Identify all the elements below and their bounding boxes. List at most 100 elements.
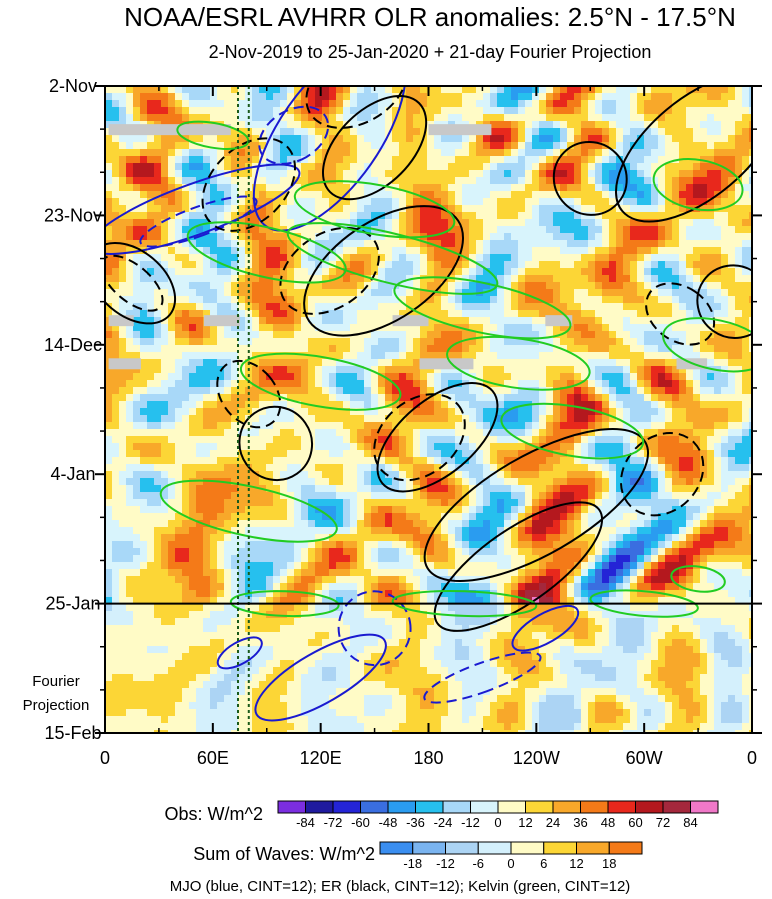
- heatmap-cell: [147, 401, 155, 409]
- heatmap-cell: [462, 268, 470, 276]
- heatmap-cell: [497, 373, 505, 381]
- heatmap-cell: [378, 436, 386, 444]
- heatmap-cell: [329, 436, 337, 444]
- heatmap-cell: [336, 114, 344, 122]
- heatmap-cell: [168, 254, 176, 262]
- heatmap-cell: [504, 282, 512, 290]
- heatmap-cell: [672, 93, 680, 101]
- heatmap-cell: [728, 352, 736, 360]
- heatmap-cell: [434, 303, 442, 311]
- heatmap-cell: [266, 317, 274, 325]
- heatmap-cell: [245, 219, 253, 227]
- heatmap-cell: [441, 212, 449, 220]
- heatmap-cell: [427, 338, 435, 346]
- heatmap-cell: [518, 240, 526, 248]
- heatmap-cell: [707, 261, 715, 269]
- heatmap-cell: [273, 296, 281, 304]
- heatmap-cell: [133, 380, 141, 388]
- heatmap-cell: [511, 331, 519, 339]
- heatmap-cell: [602, 254, 610, 262]
- heatmap-cell: [427, 317, 435, 325]
- heatmap-cell: [497, 457, 505, 465]
- heatmap-cell: [259, 282, 267, 290]
- heatmap-cell: [574, 163, 582, 171]
- heatmap-cell: [427, 303, 435, 311]
- heatmap-cell: [539, 142, 547, 150]
- heatmap-cell: [609, 436, 617, 444]
- heatmap-cell: [616, 191, 624, 199]
- heatmap-cell: [539, 254, 547, 262]
- heatmap-cell: [469, 401, 477, 409]
- heatmap-cell: [546, 422, 554, 430]
- heatmap-cell: [574, 205, 582, 213]
- heatmap-cell: [266, 219, 274, 227]
- heatmap-cell: [301, 212, 309, 220]
- heatmap-cell: [280, 233, 288, 241]
- heatmap-cell: [343, 352, 351, 360]
- heatmap-cell: [588, 128, 596, 136]
- heatmap-cell: [182, 226, 190, 234]
- heatmap-cell: [721, 177, 729, 185]
- heatmap-cell: [203, 156, 211, 164]
- heatmap-cell: [105, 212, 113, 220]
- heatmap-cell: [182, 457, 190, 465]
- heatmap-cell: [581, 212, 589, 220]
- heatmap-cell: [119, 247, 127, 255]
- heatmap-cell: [252, 443, 260, 451]
- heatmap-cell: [168, 359, 176, 367]
- heatmap-cell: [532, 331, 540, 339]
- heatmap-cell: [441, 296, 449, 304]
- heatmap-cell: [553, 394, 561, 402]
- heatmap-cell: [553, 177, 561, 185]
- heatmap-cell: [406, 268, 414, 276]
- heatmap-cell: [343, 415, 351, 423]
- heatmap-cell: [308, 324, 316, 332]
- heatmap-cell: [182, 163, 190, 171]
- heatmap-cell: [490, 338, 498, 346]
- heatmap-cell: [679, 114, 687, 122]
- heatmap-cell: [266, 408, 274, 416]
- heatmap-cell: [147, 338, 155, 346]
- heatmap-cell: [364, 303, 372, 311]
- heatmap-cell: [343, 422, 351, 430]
- heatmap-cell: [343, 163, 351, 171]
- heatmap-cell: [749, 247, 752, 255]
- heatmap-cell: [581, 261, 589, 269]
- heatmap-cell: [553, 345, 561, 353]
- heatmap-cell: [448, 205, 456, 213]
- heatmap-cell: [371, 184, 379, 192]
- heatmap-cell: [728, 226, 736, 234]
- heatmap-cell: [196, 373, 204, 381]
- heatmap-cell: [455, 100, 463, 108]
- heatmap-cell: [119, 177, 127, 185]
- heatmap-cell: [357, 205, 365, 213]
- heatmap-cell: [231, 415, 239, 423]
- heatmap-cell: [238, 247, 246, 255]
- heatmap-cell: [315, 156, 323, 164]
- heatmap-cell: [469, 457, 477, 465]
- heatmap-cell: [497, 240, 505, 248]
- heatmap-cell: [518, 282, 526, 290]
- heatmap-cell: [616, 401, 624, 409]
- heatmap-cell: [742, 219, 750, 227]
- heatmap-cell: [728, 163, 736, 171]
- heatmap-cell: [378, 352, 386, 360]
- heatmap-cell: [455, 310, 463, 318]
- heatmap-cell: [105, 205, 113, 213]
- heatmap-cell: [483, 387, 491, 395]
- heatmap-cell: [308, 303, 316, 311]
- heatmap-cell: [238, 198, 246, 206]
- heatmap-cell: [609, 128, 617, 136]
- heatmap-cell: [735, 156, 743, 164]
- heatmap-cell: [574, 415, 582, 423]
- heatmap-cell: [686, 401, 694, 409]
- heatmap-cell: [539, 93, 547, 101]
- heatmap-cell: [665, 240, 673, 248]
- heatmap-cell: [147, 380, 155, 388]
- heatmap-cell: [189, 422, 197, 430]
- heatmap-cell: [553, 198, 561, 206]
- heatmap-cell: [350, 366, 358, 374]
- heatmap-cell: [448, 366, 456, 374]
- heatmap-cell: [511, 366, 519, 374]
- heatmap-cell: [168, 401, 176, 409]
